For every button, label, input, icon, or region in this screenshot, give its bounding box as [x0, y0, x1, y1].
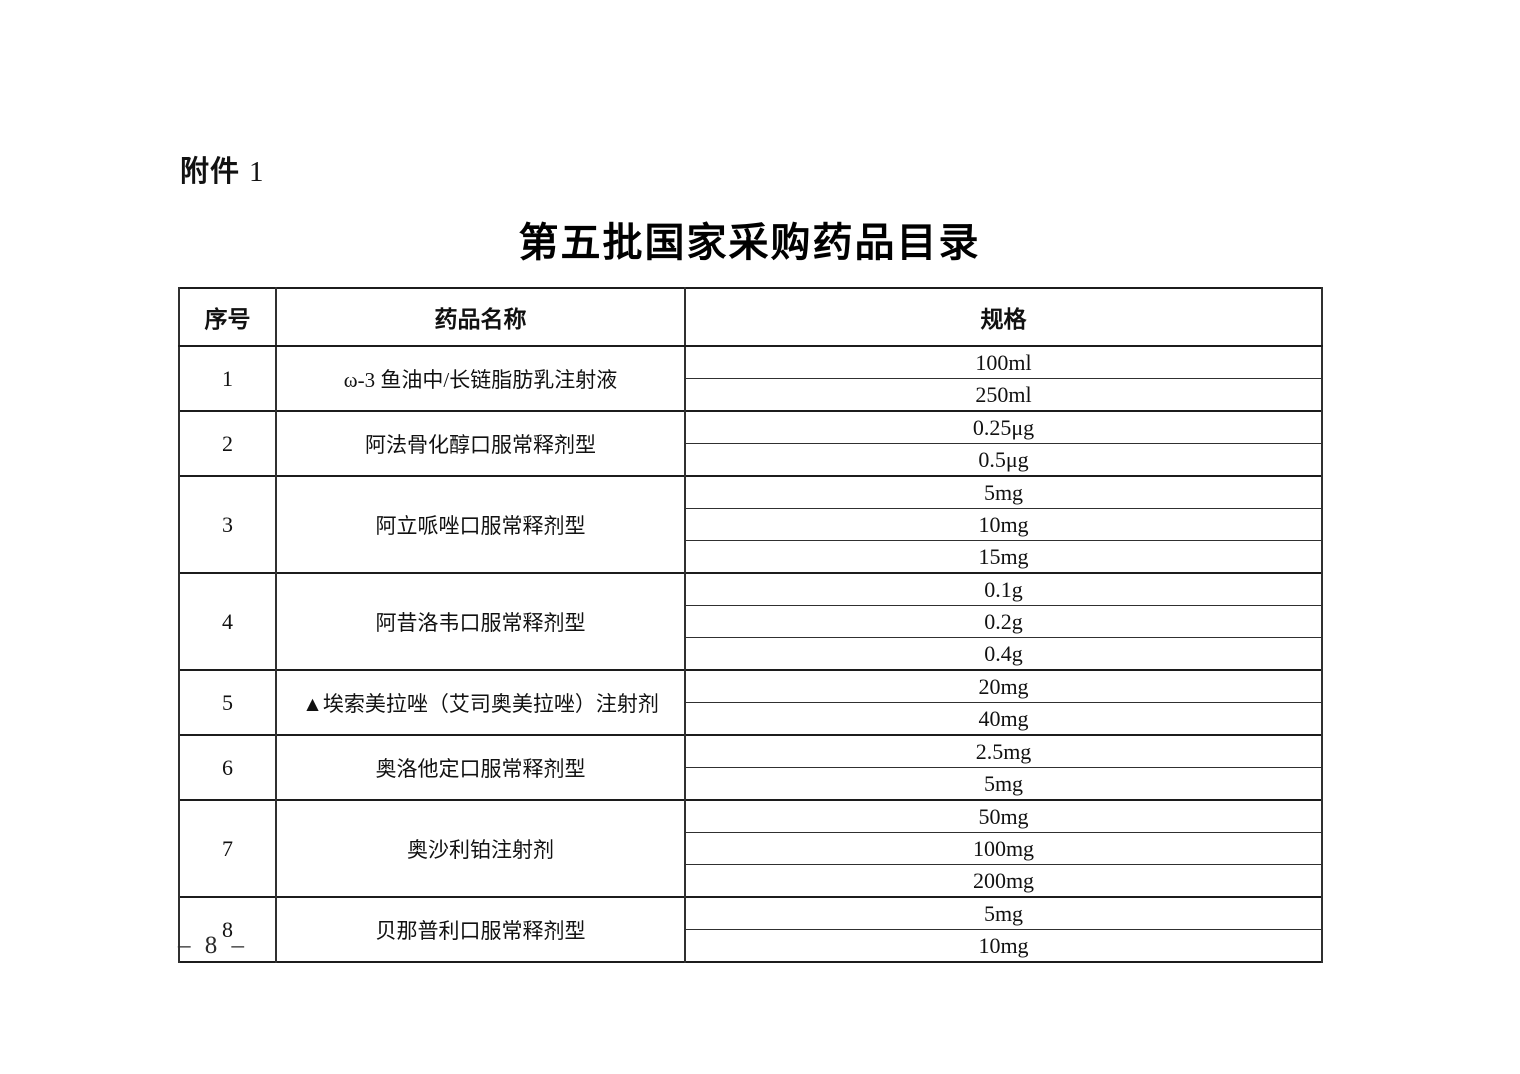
- table-row: 4 阿昔洛韦口服常释剂型 0.1g: [178, 572, 1323, 671]
- spec-cell: 15mg: [684, 540, 1323, 574]
- drug-catalog-table: 序号 药品名称 规格 1 ω-3 鱼油中/长链脂肪乳注射液 100ml 250m…: [178, 287, 1323, 963]
- col-header-spec: 规格: [684, 287, 1323, 347]
- seq-cell: 2: [178, 410, 277, 477]
- table-row: 0.4g: [179, 637, 1323, 671]
- attachment-label-number: 1: [249, 156, 265, 188]
- seq-cell: 3: [178, 475, 277, 574]
- table-row: 3 阿立哌唑口服常释剂型 5mg: [178, 475, 1323, 574]
- seq-cell: 1: [178, 345, 277, 412]
- table-row: 100mg: [179, 832, 1323, 865]
- table-row: 6 奥洛他定口服常释剂型 2.5mg: [178, 734, 1323, 801]
- table-row: 0.2g: [179, 605, 1323, 638]
- spec-cell: 250ml: [684, 378, 1323, 412]
- drug-name-cell: 阿立哌唑口服常释剂型: [275, 475, 686, 574]
- spec-cell: 0.25μg: [684, 410, 1323, 444]
- spec-cell: 10mg: [684, 929, 1323, 963]
- drug-name-cell: 奥沙利铂注射剂: [275, 799, 686, 898]
- seq-cell: 6: [178, 734, 277, 801]
- table-header-row: 序号 药品名称 规格: [178, 287, 1323, 347]
- spec-cell: 40mg: [684, 702, 1323, 736]
- table-row: 1 ω-3 鱼油中/长链脂肪乳注射液 100ml: [178, 345, 1323, 412]
- table-row: 0.5μg: [179, 443, 1323, 477]
- page-title: 第五批国家采购药品目录: [518, 220, 981, 265]
- col-header-drug-name: 药品名称: [275, 287, 686, 347]
- drug-catalog-table-container: 序号 药品名称 规格 1 ω-3 鱼油中/长链脂肪乳注射液 100ml 250m…: [178, 287, 1323, 963]
- attachment-label-text: 附件: [180, 156, 241, 188]
- spec-cell: 100ml: [684, 345, 1323, 379]
- page-number: – 8 –: [178, 932, 248, 959]
- spec-cell: 20mg: [684, 669, 1323, 703]
- spec-cell: 5mg: [684, 475, 1323, 509]
- seq-cell: 5: [178, 669, 277, 736]
- table-row: 200mg: [179, 864, 1323, 898]
- spec-cell: 2.5mg: [684, 734, 1323, 768]
- drug-name-cell: ω-3 鱼油中/长链脂肪乳注射液: [275, 345, 686, 412]
- drug-name-cell: 阿法骨化醇口服常释剂型: [275, 410, 686, 477]
- table-row: 10mg: [179, 929, 1323, 963]
- attachment-label: 附件 1: [180, 148, 265, 190]
- spec-cell: 0.1g: [684, 572, 1323, 606]
- seq-cell: 7: [178, 799, 277, 898]
- table-row: 2 阿法骨化醇口服常释剂型 0.25μg: [178, 410, 1323, 477]
- drug-name-cell: 奥洛他定口服常释剂型: [275, 734, 686, 801]
- seq-cell: 4: [178, 572, 277, 671]
- table-row: 10mg: [179, 508, 1323, 541]
- col-header-seq: 序号: [178, 287, 277, 347]
- spec-cell: 200mg: [684, 864, 1323, 898]
- table-row: 5 ▲埃索美拉唑（艾司奥美拉唑）注射剂 20mg: [178, 669, 1323, 736]
- spec-cell: 5mg: [684, 896, 1323, 930]
- table-row: 250ml: [179, 378, 1323, 412]
- table-row: 7 奥沙利铂注射剂 50mg: [178, 799, 1323, 898]
- drug-name-cell: 贝那普利口服常释剂型: [275, 896, 686, 963]
- spec-cell: 50mg: [684, 799, 1323, 833]
- spec-cell: 0.5μg: [684, 443, 1323, 477]
- drug-name-cell: ▲埃索美拉唑（艾司奥美拉唑）注射剂: [275, 669, 686, 736]
- spec-cell: 5mg: [684, 767, 1323, 801]
- table-row: 8 贝那普利口服常释剂型 5mg: [178, 896, 1323, 963]
- seq-cell: 8: [178, 896, 277, 963]
- drug-name-cell: 阿昔洛韦口服常释剂型: [275, 572, 686, 671]
- spec-cell: 0.4g: [684, 637, 1323, 671]
- spec-cell: 0.2g: [684, 605, 1323, 638]
- spec-cell: 100mg: [684, 832, 1323, 865]
- spec-cell: 10mg: [684, 508, 1323, 541]
